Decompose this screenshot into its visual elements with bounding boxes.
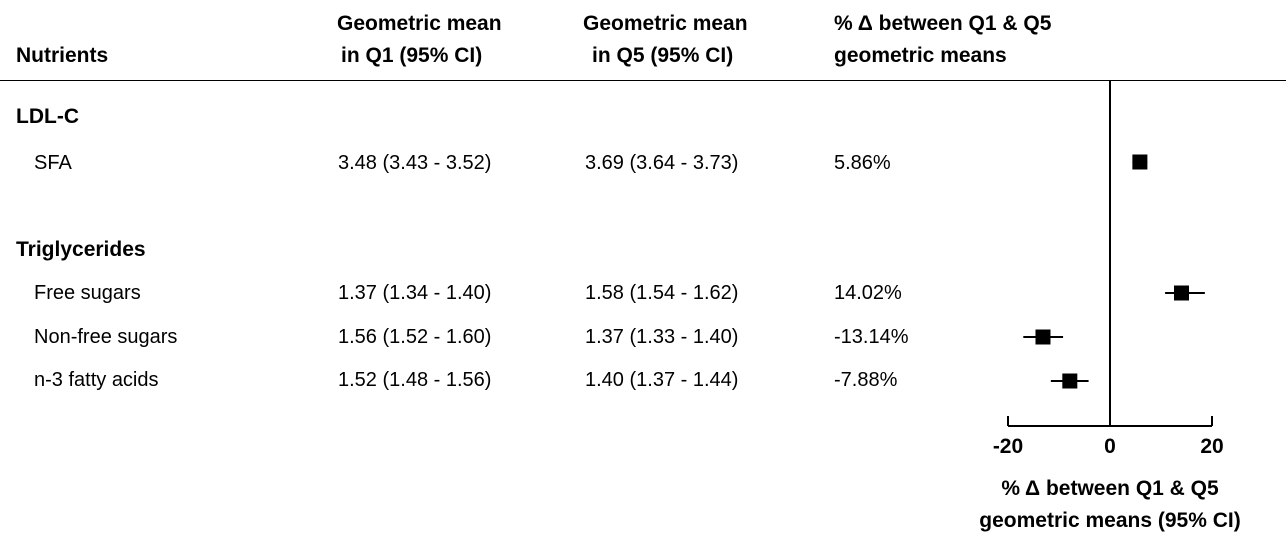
- row-q1-sfa: 3.48 (3.43 - 3.52): [338, 152, 492, 174]
- header-q1-line2: in Q1 (95% CI): [341, 44, 483, 67]
- x-tick-label-0: -20: [993, 435, 1023, 458]
- point-estimate-3: [1062, 373, 1078, 389]
- group-label-triglycerides: Triglycerides: [16, 238, 146, 261]
- x-axis-label-line2: geometric means (95% CI): [979, 509, 1240, 532]
- row-nutrient-sfa: SFA: [34, 152, 72, 174]
- header-q5-line1: Geometric mean: [583, 12, 748, 35]
- row-nutrient-non-free-sugars: Non-free sugars: [34, 326, 178, 348]
- row-q5-sfa: 3.69 (3.64 - 3.73): [585, 152, 739, 174]
- row-q5-free-sugars: 1.58 (1.54 - 1.62): [585, 282, 739, 304]
- point-estimate-2: [1035, 329, 1051, 345]
- header-q5-line2: in Q5 (95% CI): [592, 44, 734, 67]
- row-pct-sfa: 5.86%: [834, 152, 891, 174]
- row-nutrient-n3-fatty-acids: n-3 fatty acids: [34, 369, 159, 391]
- point-estimate-1: [1174, 285, 1190, 301]
- row-pct-free-sugars: 14.02%: [834, 282, 902, 304]
- header-nutrients: Nutrients: [16, 44, 109, 67]
- row-q5-n3-fatty-acids: 1.40 (1.37 - 1.44): [585, 369, 739, 391]
- header-pct-line2: geometric means: [834, 44, 1007, 67]
- row-q1-free-sugars: 1.37 (1.34 - 1.40): [338, 282, 492, 304]
- x-tick-label-1: 0: [1104, 435, 1116, 458]
- row-pct-n3-fatty-acids: -7.88%: [834, 369, 898, 391]
- row-q1-non-free-sugars: 1.56 (1.52 - 1.60): [338, 326, 492, 348]
- point-estimate-0: [1132, 154, 1148, 170]
- header-divider: [0, 80, 1286, 81]
- row-q1-n3-fatty-acids: 1.52 (1.48 - 1.56): [338, 369, 492, 391]
- header-q1-line1: Geometric mean: [337, 12, 502, 35]
- row-q5-non-free-sugars: 1.37 (1.33 - 1.40): [585, 326, 739, 348]
- row-nutrient-free-sugars: Free sugars: [34, 282, 141, 304]
- header-pct-line1: % Δ between Q1 & Q5: [834, 12, 1052, 35]
- row-pct-non-free-sugars: -13.14%: [834, 326, 909, 348]
- x-tick-label-2: 20: [1200, 435, 1223, 458]
- group-label-ldl-c: LDL-C: [16, 105, 79, 128]
- x-axis-label-line1: % Δ between Q1 & Q5: [1001, 477, 1219, 500]
